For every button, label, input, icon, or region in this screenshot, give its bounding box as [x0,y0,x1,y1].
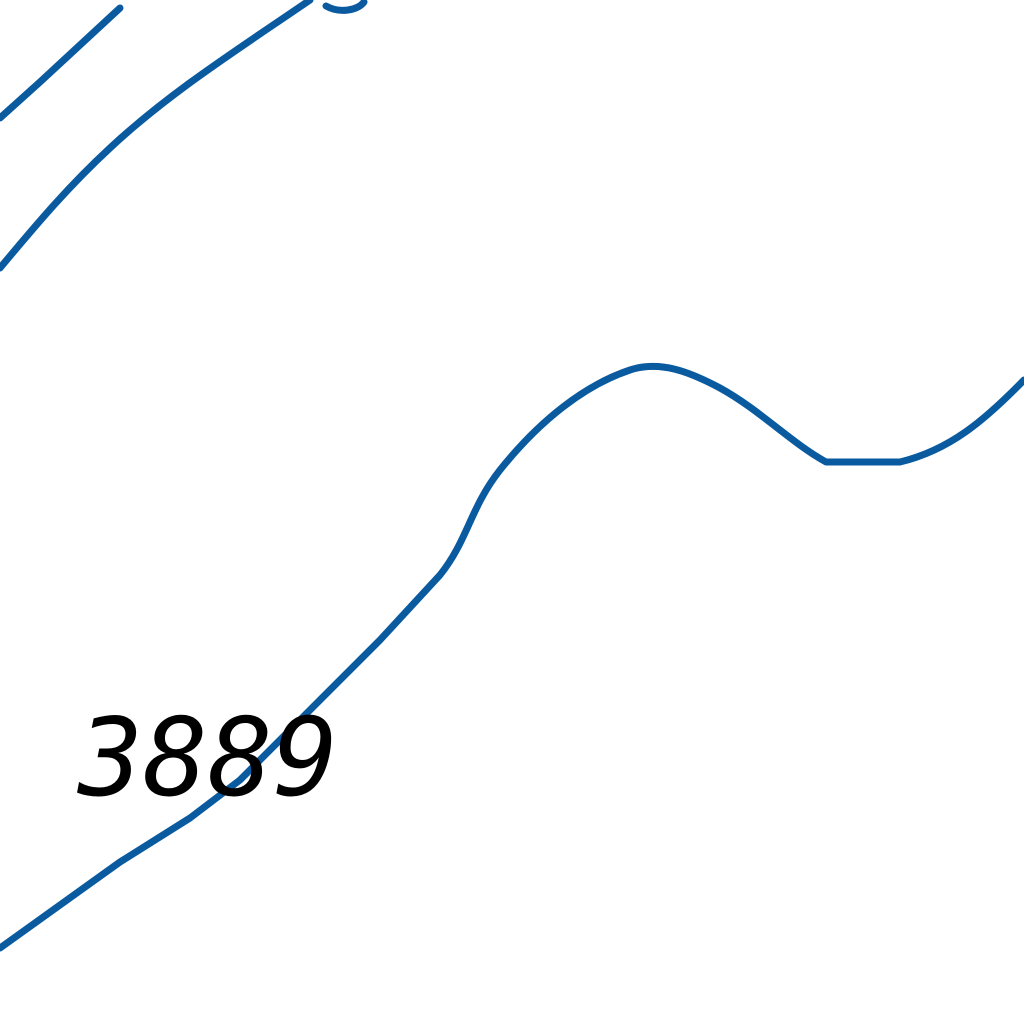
contour-line-upper [0,0,314,272]
elevation-label: 3889 [77,696,338,821]
contour-line-top-left [0,4,124,122]
contour-line-middle [0,362,1024,952]
contour-line-fragment-top [322,0,368,14]
